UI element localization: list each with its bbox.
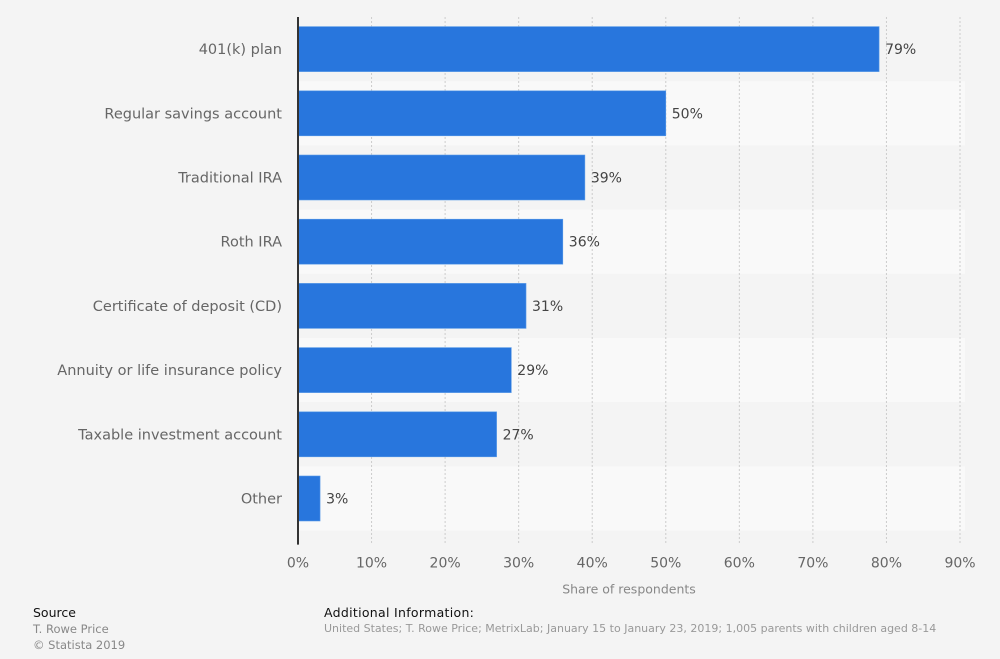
x-axis-label: Share of respondents <box>562 582 696 597</box>
category-label: Certificate of deposit (CD) <box>93 299 282 315</box>
bar <box>297 26 880 72</box>
bar-chart: 79% 401(k) plan 50% Regular savings account… <box>57 17 976 597</box>
bar <box>297 90 667 137</box>
category-label: Other <box>241 492 282 508</box>
x-tick-label: 40% <box>577 556 608 572</box>
data-label: 27% <box>503 427 534 443</box>
bar <box>297 283 527 329</box>
data-label: 50% <box>672 106 703 122</box>
data-label: 3% <box>326 492 348 508</box>
source-title: Source <box>33 605 76 620</box>
data-label: 29% <box>517 363 548 379</box>
category-label: Traditional IRA <box>177 171 282 187</box>
data-label: 36% <box>569 235 600 251</box>
x-tick-label: 10% <box>356 556 387 572</box>
additional-info-text: United States; T. Rowe Price; MetrixLab;… <box>324 622 937 635</box>
row-band <box>298 466 965 531</box>
x-tick-label: 30% <box>503 556 534 572</box>
data-label: 31% <box>532 299 563 315</box>
data-label: 79% <box>885 42 916 58</box>
x-tick-label: 90% <box>944 556 975 572</box>
x-tick-label: 80% <box>871 556 902 572</box>
category-label: Regular savings account <box>104 106 282 122</box>
category-label: Roth IRA <box>221 235 283 251</box>
category-label: Annuity or life insurance policy <box>57 363 282 379</box>
data-label: 39% <box>591 171 622 187</box>
x-tick-label: 20% <box>430 556 461 572</box>
bar <box>297 347 512 393</box>
source-name: T. Rowe Price <box>33 622 109 636</box>
additional-info-title: Additional Information: <box>324 605 475 620</box>
x-tick-label: 70% <box>797 556 828 572</box>
x-tick-label: 60% <box>724 556 755 572</box>
category-label: Taxable investment account <box>77 427 282 443</box>
category-label: 401(k) plan <box>199 42 282 58</box>
x-tick-label: 0% <box>287 556 309 572</box>
copyright: © Statista 2019 <box>33 638 126 652</box>
x-tick-label: 50% <box>650 556 681 572</box>
bar <box>297 154 586 201</box>
bar <box>297 475 321 522</box>
bar <box>297 218 564 265</box>
bar <box>297 411 497 458</box>
